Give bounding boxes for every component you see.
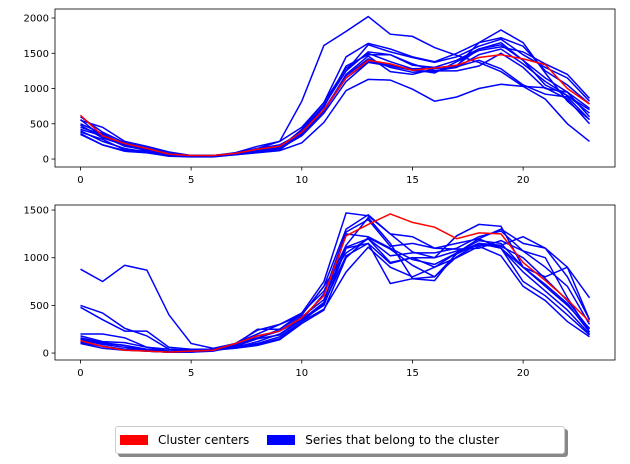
x-tick-label: 15 [406,175,419,186]
y-tick-label: 1000 [24,84,49,95]
x-tick-label: 10 [295,368,308,379]
series-line-1 [80,237,591,350]
x-tick-label: 5 [188,175,194,186]
y-tick-label: 1000 [24,253,49,264]
x-tick-label: 0 [77,175,83,186]
axes-frame [54,8,616,168]
axes-frame [54,204,616,361]
series-line-8 [80,236,591,353]
y-tick-label: 500 [30,301,49,312]
legend-item-series: Series that belong to the cluster [267,433,499,447]
series-line-9 [80,52,591,157]
series-line-2 [80,213,591,351]
x-tick-label: 20 [517,175,530,186]
series-line-3 [80,212,591,350]
chart-figure: 0 5 10 15 20 0 500 1000 1500 2000 0 5 10 15 20 0 500 1000… [24,8,616,379]
x-tick-label: 15 [406,368,419,379]
legend-swatch-blue [267,435,296,445]
series-line-2 [80,78,591,158]
x-tick-label: 10 [295,175,308,186]
series-line-9 [80,233,591,353]
series-line-4 [80,37,590,157]
y-tick-label: 0 [43,155,49,166]
legend-item-cluster-centers: Cluster centers [120,433,249,447]
series-line-5 [80,48,590,157]
legend-label: Cluster centers [158,433,250,447]
series-line-10 [80,218,591,352]
cluster-center-line [79,53,590,157]
x-tick-label: 20 [517,368,530,379]
y-tick-label: 1500 [24,49,49,60]
y-tick-label: 500 [30,119,49,130]
series-line-8 [80,41,590,157]
subplot-2: 0 5 10 15 20 0 500 1000 1500 [24,204,616,379]
x-tick-label: 5 [188,368,194,379]
legend: Cluster centers Series that belong to th… [115,426,565,454]
y-tick-label: 2000 [24,14,49,25]
y-tick-label: 0 [43,349,49,360]
series-line-7 [80,46,591,157]
legend-swatch-red [120,435,148,445]
y-tick-label: 1500 [24,206,49,217]
cluster-center-line [80,213,591,353]
subplot-1: 0 5 10 15 20 0 500 1000 1500 2000 [24,8,616,186]
x-tick-label: 0 [77,368,83,379]
legend-label: Series that belong to the cluster [305,433,500,447]
